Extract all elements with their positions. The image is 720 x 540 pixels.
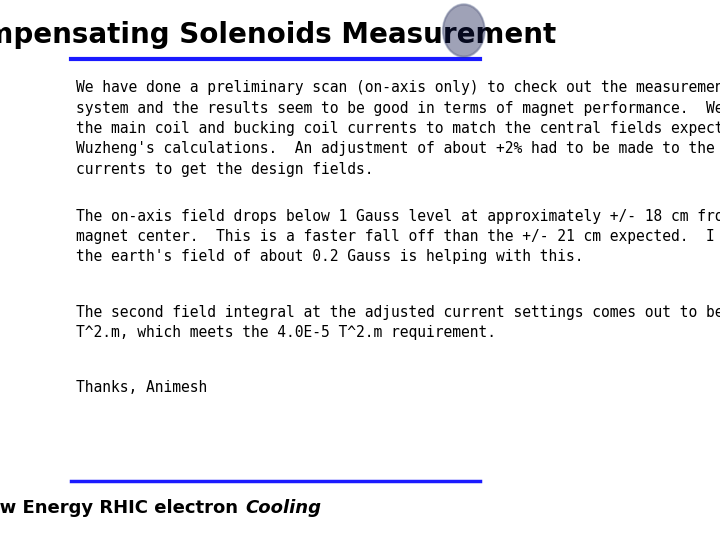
Circle shape <box>443 4 485 57</box>
Text: Compensating Solenoids Measurement: Compensating Solenoids Measurement <box>0 22 556 50</box>
Text: We have done a preliminary scan (on-axis only) to check out the measurement
syst: We have done a preliminary scan (on-axis… <box>76 80 720 177</box>
Text: Low Energy RHIC electron: Low Energy RHIC electron <box>0 499 244 517</box>
Text: Cooling: Cooling <box>245 499 321 517</box>
Text: The on-axis field drops below 1 Gauss level at approximately +/- 18 cm from the
: The on-axis field drops below 1 Gauss le… <box>76 208 720 265</box>
Circle shape <box>444 5 485 56</box>
Text: The second field integral at the adjusted current settings comes out to be 4.019: The second field integral at the adjuste… <box>76 305 720 340</box>
Text: Thanks, Animesh: Thanks, Animesh <box>76 380 207 395</box>
